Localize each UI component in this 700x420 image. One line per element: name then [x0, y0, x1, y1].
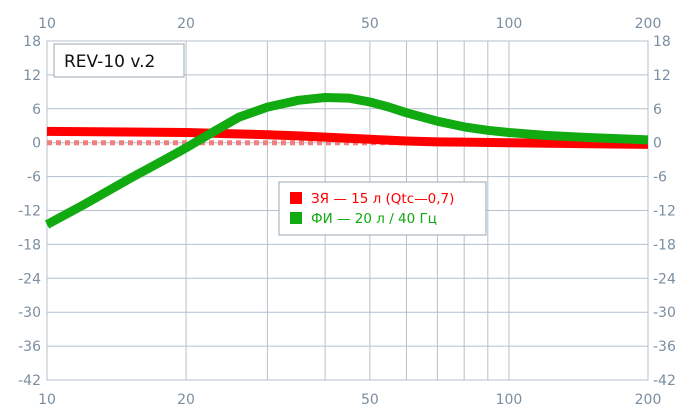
legend-swatch-fi — [290, 212, 302, 224]
y-tick-label-left: -18 — [18, 237, 41, 253]
legend: ЗЯ — 15 л (Qtc—0,7) ФИ — 20 л / 40 Гц — [278, 181, 487, 236]
x-tick-label-top: 50 — [361, 16, 379, 32]
y-tick-label-left: -30 — [18, 305, 41, 321]
y-tick-label-right: 0 — [653, 136, 662, 152]
x-tick-label-bottom: 50 — [361, 392, 379, 408]
y-tick-label-left: -6 — [27, 170, 41, 186]
y-tick-label-right: -12 — [653, 204, 676, 220]
legend-label-fi: ФИ — 20 л / 40 Гц — [311, 211, 437, 227]
chart-ticks: 10 10 20 20 50 50 100 100 200 200 18 18 12 12 6 6 0 0 -6 -6… — [18, 16, 676, 408]
x-tick-label-bottom: 10 — [38, 392, 56, 408]
y-tick-label-left: -42 — [18, 373, 41, 389]
y-tick-label-right: -6 — [653, 170, 667, 186]
y-tick-label-left: 12 — [23, 68, 41, 84]
y-tick-label-right: -36 — [653, 339, 676, 355]
legend-swatch-zya — [290, 192, 302, 204]
x-tick-label-top: 100 — [496, 16, 523, 32]
y-tick-label-right: -30 — [653, 305, 676, 321]
x-tick-label-top: 10 — [38, 16, 56, 32]
legend-label-zya: ЗЯ — 15 л (Qtc—0,7) — [311, 191, 454, 207]
series-line-1 — [44, 93, 649, 229]
y-tick-label-right: -24 — [653, 271, 676, 287]
y-tick-label-left: -12 — [18, 204, 41, 220]
y-tick-label-right: 12 — [653, 68, 671, 84]
x-tick-label-bottom: 200 — [635, 392, 662, 408]
y-tick-label-left: 6 — [32, 102, 41, 118]
y-tick-label-right: -18 — [653, 237, 676, 253]
chart-title-box: REV-10 v.2 — [53, 43, 185, 78]
y-tick-label-right: -42 — [653, 373, 676, 389]
y-tick-label-right: 18 — [653, 34, 671, 50]
y-tick-label-left: -36 — [18, 339, 41, 355]
x-tick-label-top: 20 — [177, 16, 195, 32]
x-tick-label-bottom: 100 — [496, 392, 523, 408]
x-tick-label-bottom: 20 — [177, 392, 195, 408]
y-tick-label-left: 0 — [32, 136, 41, 152]
series-line-0 — [46, 126, 649, 149]
y-tick-label-left: -24 — [18, 271, 41, 287]
chart-series — [44, 93, 649, 229]
x-tick-label-top: 200 — [635, 16, 662, 32]
y-tick-label-left: 18 — [23, 34, 41, 50]
y-tick-label-right: 6 — [653, 102, 662, 118]
chart-title: REV-10 v.2 — [64, 52, 155, 72]
